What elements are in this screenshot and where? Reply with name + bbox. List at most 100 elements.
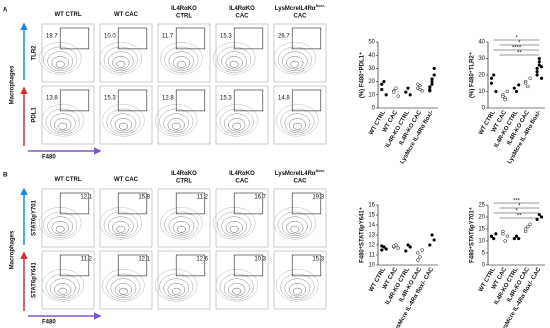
data-point xyxy=(512,236,516,241)
y-tick-label: 10 xyxy=(478,89,485,95)
y-tick-label: 20 xyxy=(478,215,485,221)
contour xyxy=(277,46,312,73)
gate-value: 15.3 xyxy=(104,96,116,102)
y-tick-label: 13 xyxy=(368,233,375,239)
contour xyxy=(103,46,138,73)
data-point xyxy=(539,215,544,219)
data-point xyxy=(505,234,509,238)
data-point xyxy=(406,86,410,90)
column-header: CAC xyxy=(294,179,308,185)
gate xyxy=(59,89,90,112)
gate-value: 15.3 xyxy=(220,96,232,102)
gate-value: 11.7 xyxy=(162,34,174,40)
data-point xyxy=(384,247,388,251)
contour xyxy=(232,287,242,295)
data-point xyxy=(537,60,541,64)
contour xyxy=(41,269,85,302)
row-label: STAT6pY641 xyxy=(32,261,38,297)
data-point xyxy=(537,56,541,61)
contour xyxy=(51,56,69,70)
gate-value: 19.3 xyxy=(312,195,324,201)
data-point xyxy=(380,248,384,252)
gate xyxy=(117,254,148,277)
data-point xyxy=(408,245,412,249)
gate xyxy=(233,89,264,112)
contour xyxy=(215,104,259,137)
contour xyxy=(112,56,130,70)
data-point xyxy=(503,98,507,102)
contour xyxy=(215,269,259,302)
data-point xyxy=(526,84,530,89)
contour xyxy=(54,118,72,132)
contour xyxy=(172,56,191,70)
contour xyxy=(49,278,76,299)
data-point xyxy=(432,66,436,71)
side-label: Macrophages xyxy=(10,65,16,104)
contour xyxy=(163,278,190,299)
contour xyxy=(229,225,239,233)
contour xyxy=(219,108,254,135)
data-point xyxy=(537,63,541,67)
significance-label: * xyxy=(515,36,518,42)
data-point xyxy=(517,236,521,241)
header-text: IL4RαKO xyxy=(171,171,197,177)
data-point xyxy=(494,89,498,94)
data-point xyxy=(535,217,539,222)
gate xyxy=(117,89,148,112)
header-sup: flox/- xyxy=(316,3,326,8)
column-header: LysMcreIL4Rαflox/- xyxy=(275,168,326,177)
data-point xyxy=(535,66,539,71)
row-label: PDL1 xyxy=(32,107,38,123)
gate xyxy=(117,192,148,215)
contour xyxy=(286,56,304,70)
contour xyxy=(99,42,143,75)
y-tick-label: 10 xyxy=(368,263,375,269)
contour xyxy=(228,283,246,297)
contour xyxy=(45,108,80,135)
y-tick-label: 40 xyxy=(368,53,375,59)
contour xyxy=(176,60,186,68)
data-point xyxy=(505,89,509,94)
contour xyxy=(99,207,143,240)
gate xyxy=(291,254,322,277)
gate-value: 15.3 xyxy=(312,257,324,263)
contour xyxy=(225,221,243,235)
data-point xyxy=(512,86,516,90)
data-point xyxy=(501,229,505,234)
y-tick-label: 0 xyxy=(372,106,376,112)
contour xyxy=(54,283,72,297)
data-point xyxy=(514,234,519,238)
data-point xyxy=(535,70,539,74)
contour xyxy=(223,278,250,299)
column-header: IL4RαKO xyxy=(171,171,197,177)
data-point xyxy=(539,76,544,80)
contour xyxy=(290,60,300,68)
y-axis-label: F480⁺STAT6pY701⁺ xyxy=(469,207,476,263)
contour xyxy=(164,211,199,238)
row-label: TLR2 xyxy=(32,45,38,61)
contour xyxy=(58,122,68,130)
y-tick-label: 30 xyxy=(478,56,485,62)
contour xyxy=(107,51,134,72)
contour xyxy=(284,278,311,299)
contour xyxy=(102,269,145,302)
plot-frame xyxy=(41,85,95,145)
x-axis-label: F480 xyxy=(42,155,56,161)
column-header: IL4RαKO xyxy=(229,6,255,12)
data-point xyxy=(380,87,384,92)
y-axis-label: (%) F480⁺PDL1⁺ xyxy=(359,52,366,98)
data-point xyxy=(503,239,507,243)
plot-frame xyxy=(215,85,269,145)
y-tick-label: 40 xyxy=(478,40,485,46)
y-tick-label: 0 xyxy=(482,106,486,112)
column-header: CTRL xyxy=(176,14,192,20)
contour xyxy=(288,283,307,297)
data-point xyxy=(418,255,422,259)
panel-label: B xyxy=(3,173,8,179)
contour xyxy=(168,216,195,237)
contour xyxy=(112,221,130,235)
significance-label: * xyxy=(515,209,518,215)
contour xyxy=(292,122,302,130)
gate xyxy=(59,27,90,50)
column-header: LysMcreIL4Rαflox/- xyxy=(275,3,326,12)
